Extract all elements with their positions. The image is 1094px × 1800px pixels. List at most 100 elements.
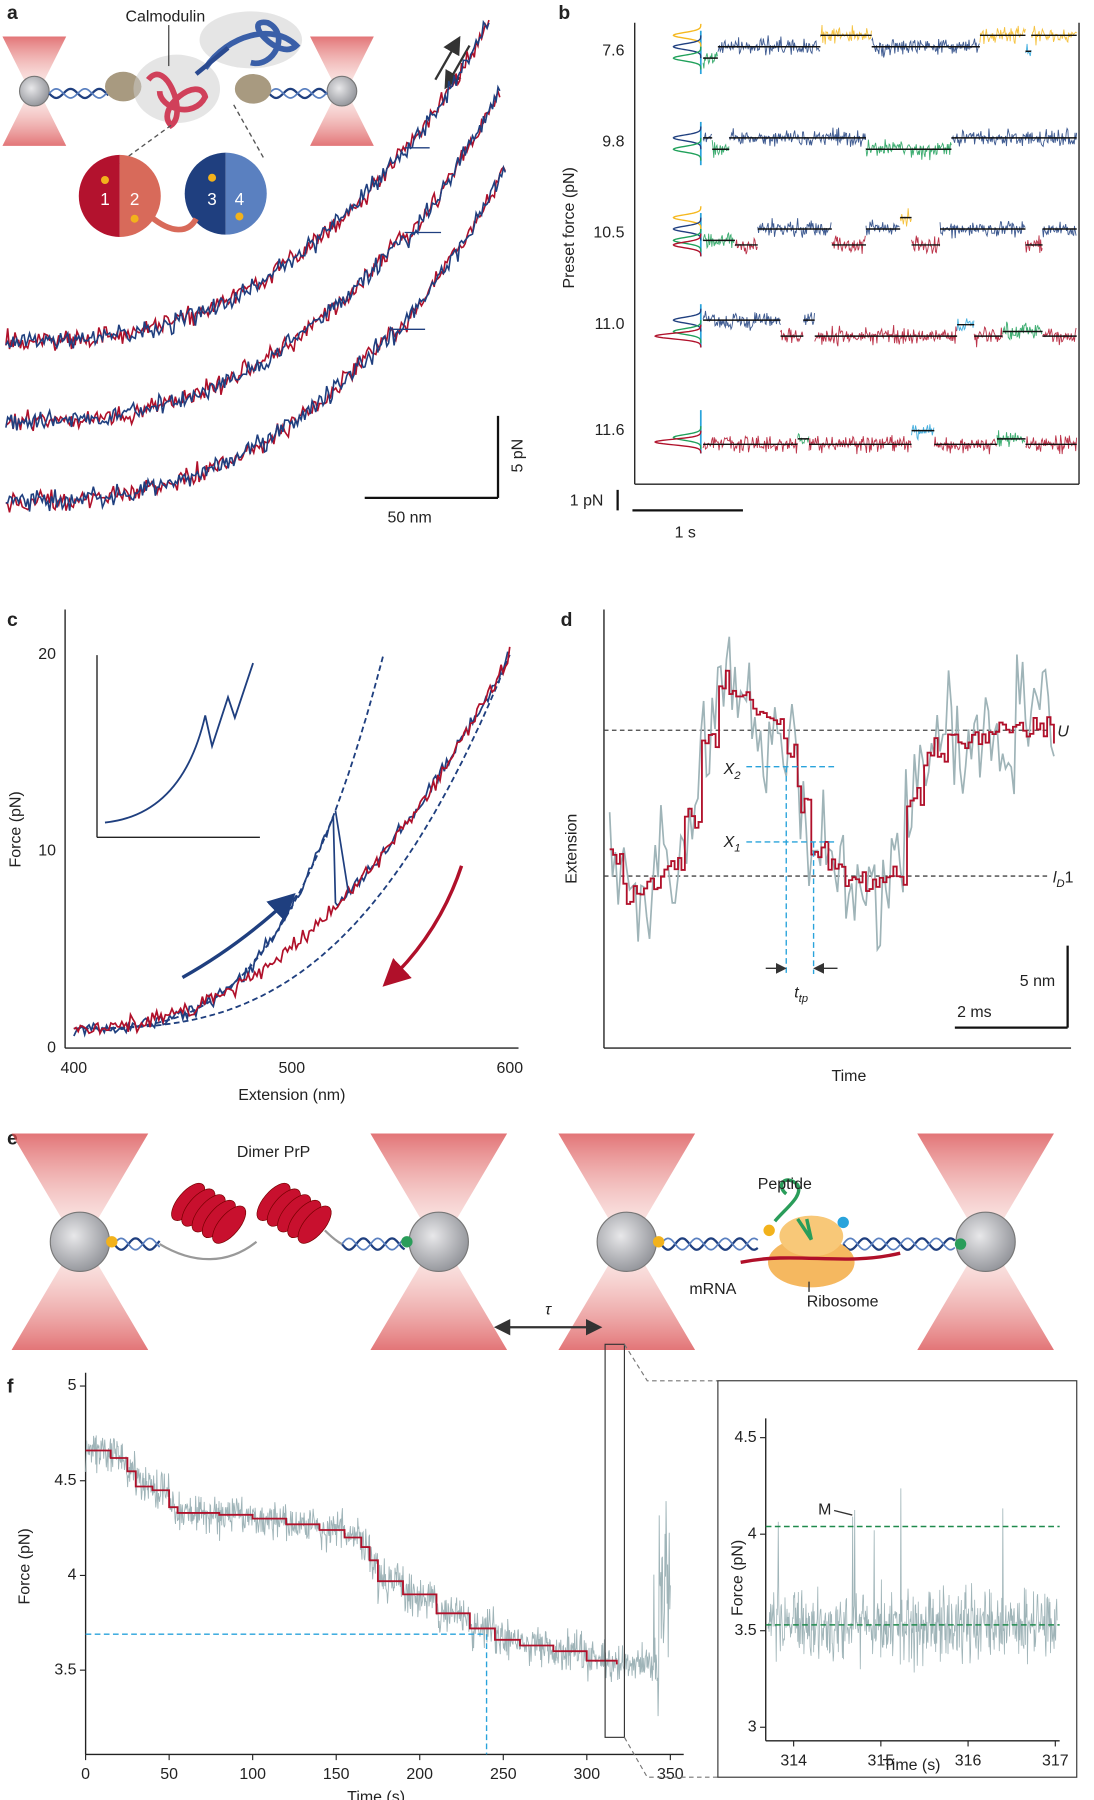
- inset-curve: [104, 662, 254, 824]
- x-tick-label: 315: [868, 1752, 895, 1769]
- raw-trace: [608, 636, 1055, 953]
- annotation: D: [1056, 878, 1064, 890]
- raw-force-trace: [767, 1488, 1058, 1673]
- dna-strand: [268, 87, 328, 99]
- helix: [202, 19, 301, 70]
- state-dwell: [1002, 321, 1043, 341]
- x-tick-label: 314: [780, 1752, 807, 1769]
- annotation: 1: [734, 843, 740, 855]
- label: mRNA: [689, 1281, 736, 1298]
- x-tick-label: 350: [657, 1766, 684, 1783]
- line: [434, 35, 461, 81]
- scale-label: 5 pN: [510, 439, 527, 473]
- x-tick-label: 250: [490, 1766, 517, 1783]
- state-dwell: [973, 325, 1003, 348]
- annotation: ttp: [794, 985, 808, 1006]
- dna-strand: [113, 1237, 161, 1251]
- state-dwell: [802, 312, 815, 325]
- linker: [652, 1236, 665, 1248]
- relax-trace: [73, 646, 511, 1037]
- panel-label: c: [7, 609, 18, 631]
- scale-label: 50 nm: [388, 510, 432, 527]
- filtered-trace: [609, 669, 1055, 905]
- y-axis-label: Force (pN): [16, 1528, 33, 1604]
- panel-label: a: [7, 2, 18, 24]
- force-trace: [5, 164, 507, 512]
- annotation: tp: [799, 993, 808, 1005]
- x-axis-label: Time (s): [347, 1789, 405, 1800]
- dna-strand: [660, 1237, 759, 1251]
- y-tick-label: 11.6: [595, 422, 625, 439]
- bead: [408, 1211, 469, 1272]
- mrna: [740, 1251, 901, 1264]
- state-dwell: [911, 424, 935, 442]
- arrow: [181, 893, 296, 979]
- unfolded-model: [73, 654, 511, 1030]
- histogram: [672, 320, 702, 343]
- state-dwell: [1025, 235, 1043, 253]
- bead: [326, 75, 358, 107]
- y-tick-label: 4.5: [734, 1429, 756, 1446]
- zoom-connector: [623, 1344, 718, 1778]
- domain-number: 2: [130, 190, 140, 209]
- domain-number: 1: [100, 190, 110, 209]
- domain-number: 3: [207, 190, 216, 209]
- y-tick-label: 5: [68, 1377, 77, 1394]
- annotation: l: [1053, 870, 1057, 887]
- histogram: [672, 126, 702, 150]
- domain: [225, 152, 267, 235]
- annotation: lD1: [1053, 870, 1074, 891]
- dna-strand: [842, 1237, 956, 1251]
- stretch-trace: [73, 651, 510, 1038]
- histogram: [672, 206, 702, 229]
- y-tick-label: 7.6: [602, 42, 624, 59]
- dna-strand: [48, 87, 109, 99]
- protein-name: Dimer PrP: [237, 1144, 311, 1161]
- state-dwell: [1025, 434, 1077, 455]
- histogram: [653, 324, 702, 348]
- x-tick-label: 500: [279, 1060, 306, 1077]
- calcium-ion: [208, 173, 217, 182]
- state-dwell: [717, 35, 821, 56]
- x-axis-label: Time (s): [883, 1757, 941, 1774]
- x-tick-label: 400: [61, 1060, 88, 1077]
- state-dwell: [780, 327, 804, 343]
- histogram: [653, 430, 702, 454]
- helix: [145, 71, 209, 129]
- folded-model: [73, 654, 385, 1030]
- linker: [763, 1224, 775, 1237]
- linker-helix: [194, 46, 230, 76]
- panel-label: d: [561, 609, 573, 631]
- protein-coil: [159, 1229, 343, 1261]
- y-tick-label: 4.5: [54, 1472, 76, 1489]
- state-label: M: [818, 1502, 831, 1519]
- annotation: t: [794, 985, 799, 1002]
- dna-strand: [48, 87, 110, 100]
- linker: [148, 214, 199, 233]
- scale-label: 1 pN: [570, 492, 604, 509]
- handle: [104, 71, 142, 102]
- y-axis-label: Preset force (pN): [561, 167, 578, 288]
- state-dwell: [757, 218, 832, 238]
- histogram: [672, 46, 702, 70]
- y-axis-label: Force (pN): [730, 1540, 747, 1616]
- label: Ribosome: [807, 1293, 879, 1310]
- state-dwell: [865, 139, 952, 161]
- histogram: [672, 426, 702, 449]
- domain: [119, 154, 161, 237]
- x-tick-label: 50: [160, 1766, 178, 1783]
- force-trace: [5, 88, 501, 432]
- dna-strand: [341, 1237, 406, 1251]
- alpha-helix: [212, 1205, 247, 1244]
- state-dwell: [996, 430, 1026, 447]
- y-axis-label: Extension: [563, 814, 580, 884]
- scale-label: 2 ms: [957, 1004, 992, 1021]
- x-tick-label: 150: [323, 1766, 350, 1783]
- linker: [401, 1236, 413, 1248]
- state-dwell: [865, 219, 900, 236]
- force-trace: [5, 19, 490, 350]
- zoom-box: [604, 1343, 625, 1738]
- histogram: [672, 23, 702, 47]
- dna-strand: [113, 1237, 161, 1251]
- linker: [954, 1238, 967, 1250]
